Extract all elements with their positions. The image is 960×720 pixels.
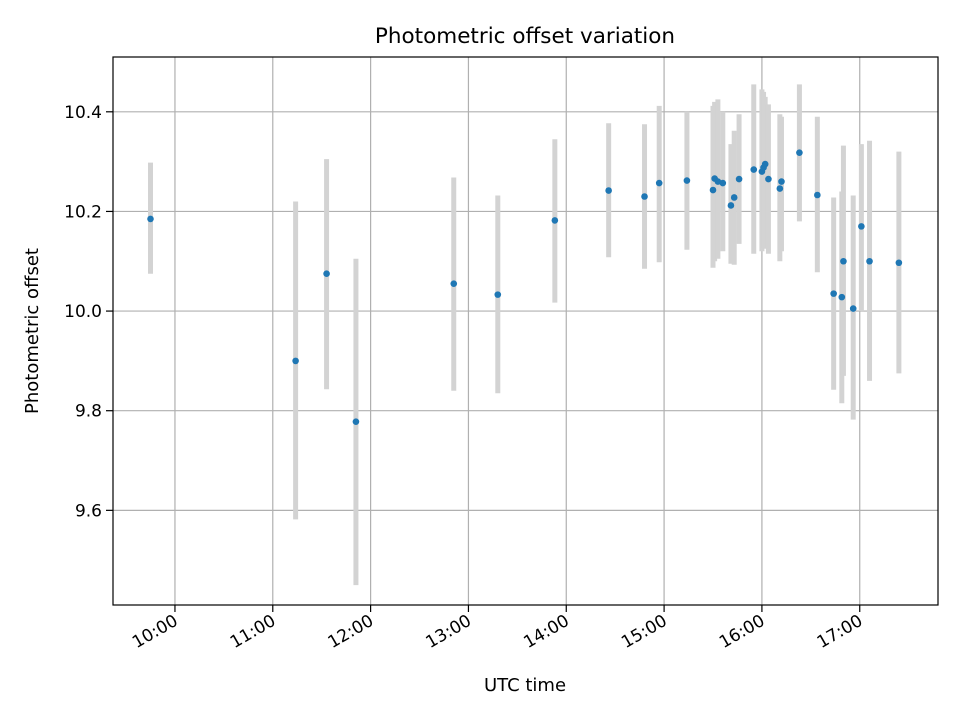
data-point [323,270,330,278]
data-point [450,280,458,287]
x-axis-label: UTC time [484,675,566,696]
data-point [858,223,865,230]
data-point [352,418,360,425]
data-point [778,178,785,185]
data-point [750,166,758,173]
data-point [776,185,784,192]
data-point [866,257,873,265]
data-point [605,187,612,194]
data-point [814,191,821,199]
data-point [838,293,846,301]
data-point [147,215,154,223]
data-points [147,149,903,425]
data-point [719,179,727,187]
data-point [840,257,847,265]
data-point [709,186,717,194]
data-point [830,290,837,297]
y-tick-label: 9.8 [75,402,102,422]
y-axis-label: Photometric offset [22,248,43,414]
data-point [765,175,772,183]
data-point [796,149,803,156]
y-axis-ticks: 9.6 9.8 10.0 10.2 10.4 [64,103,113,521]
plot-frame [112,56,939,606]
y-tick-label: 9.6 [75,501,102,521]
data-point [292,357,299,365]
data-point [683,177,691,184]
y-tick-label: 10.2 [64,202,102,222]
y-tick-label: 10.0 [64,302,102,322]
data-point [494,291,502,298]
data-point [655,179,663,187]
data-point [735,175,743,183]
data-point [551,217,559,224]
data-point [727,202,735,209]
data-point [849,305,857,312]
data-point [895,259,903,267]
data-point [641,193,648,200]
y-tick-label: 10.4 [64,103,102,123]
chart-title: Photometric offset variation [375,24,675,49]
data-point [730,194,738,201]
data-point [761,160,769,168]
